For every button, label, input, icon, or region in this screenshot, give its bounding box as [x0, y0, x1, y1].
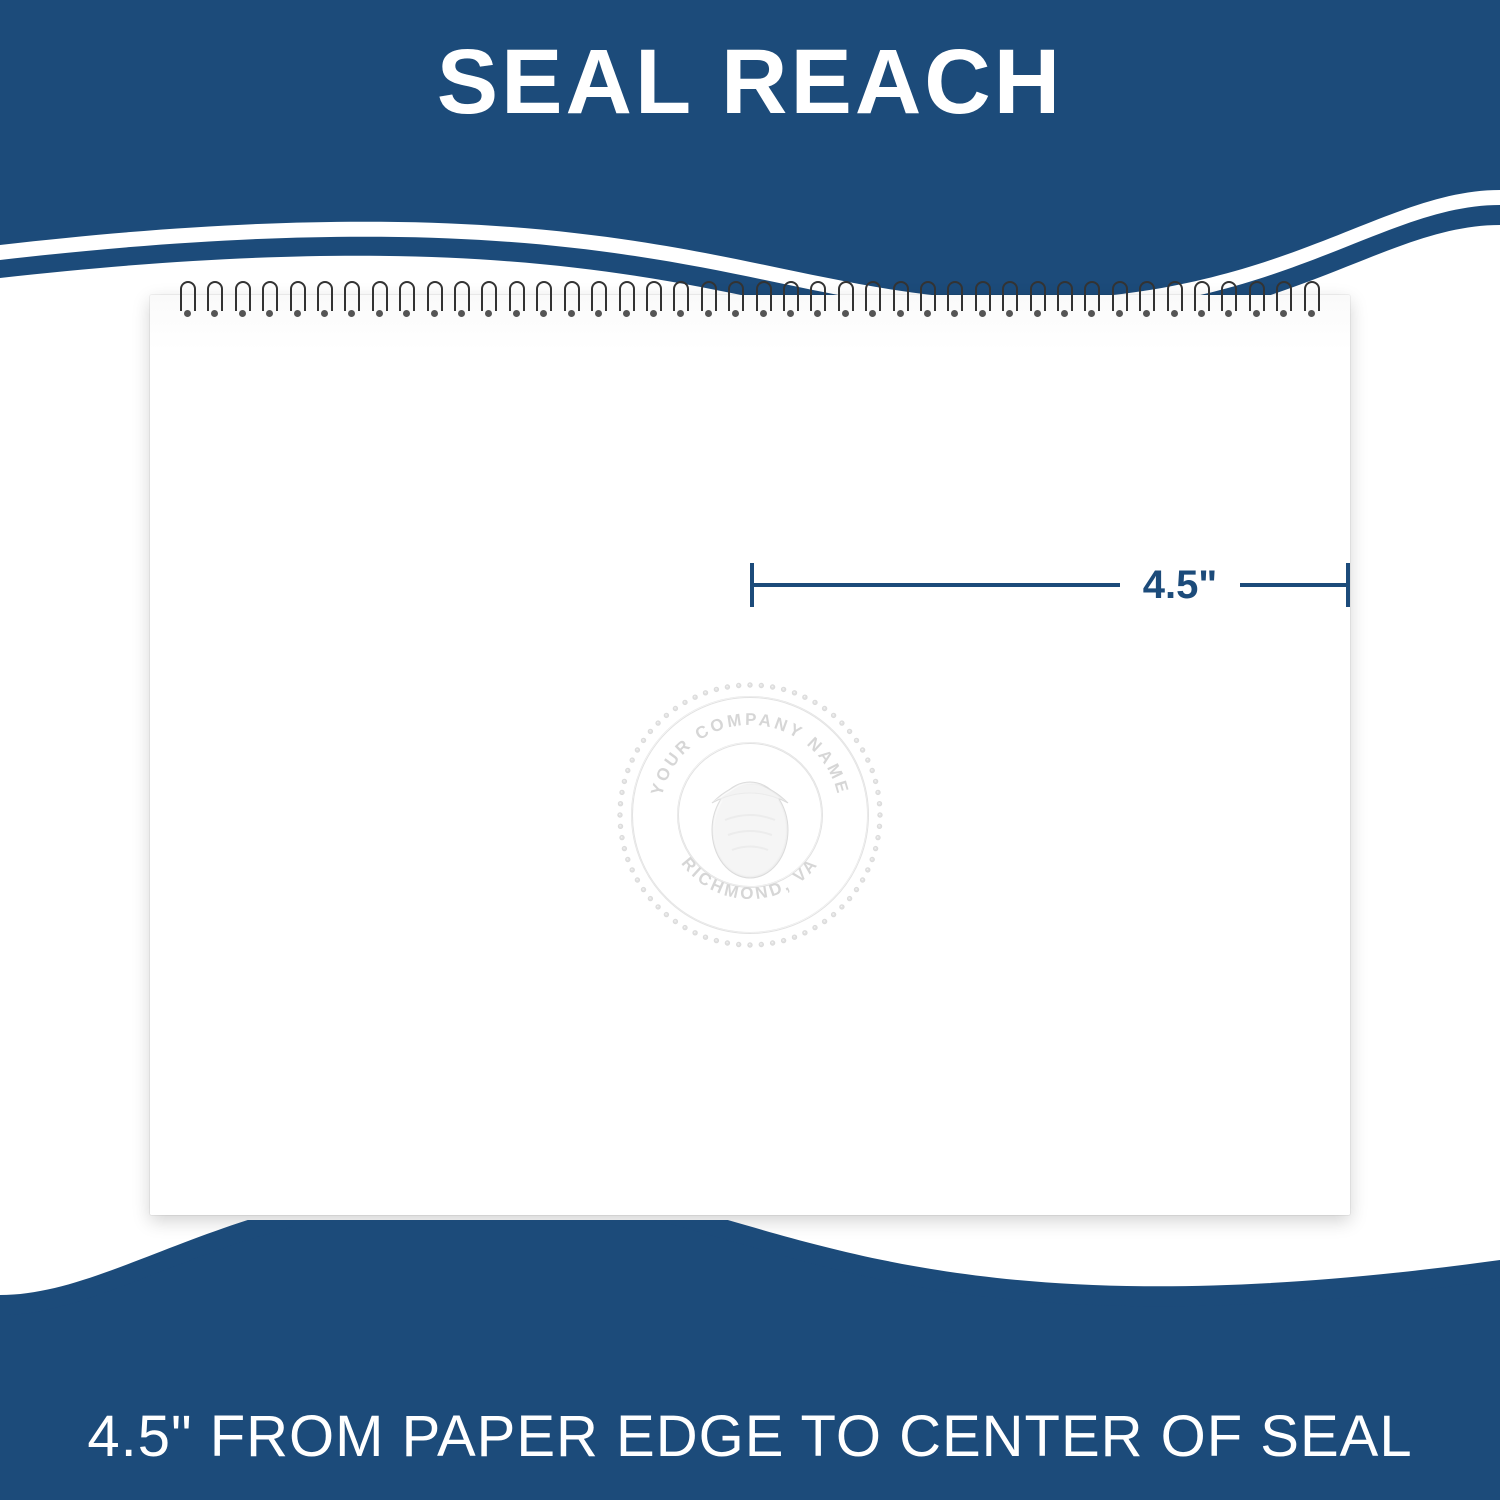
page-title: SEAL REACH	[0, 30, 1500, 135]
measure-tick-left	[750, 563, 754, 607]
measurement: 4.5"	[750, 555, 1350, 615]
measure-tick-right	[1346, 563, 1350, 607]
measure-value: 4.5"	[1120, 563, 1240, 608]
footer-band: 4.5" FROM PAPER EDGE TO CENTER OF SEAL	[0, 1220, 1500, 1500]
spiral-binding	[180, 281, 1320, 315]
footer-caption: 4.5" FROM PAPER EDGE TO CENTER OF SEAL	[0, 1403, 1500, 1470]
notepad: YOUR COMPANY NAME RICHMOND, VA 4.5"	[150, 295, 1350, 1215]
embossed-seal: YOUR COMPANY NAME RICHMOND, VA	[610, 675, 890, 955]
measure-line	[750, 583, 1350, 587]
